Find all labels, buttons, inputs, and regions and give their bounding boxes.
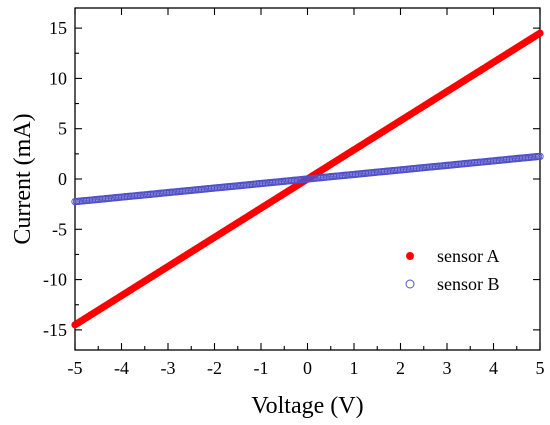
data-point-sensor-b	[536, 152, 544, 161]
y-tick-label: -15	[43, 320, 67, 340]
legend-marker-filled	[406, 252, 414, 260]
series-sensor-b	[71, 152, 544, 206]
legend-label: sensor A	[437, 246, 500, 266]
legend-item-sensor-b: sensor B	[405, 274, 500, 294]
x-axis-ticks: -5 -4 -3 -2 -1 0 1 2 3 4 5	[68, 8, 545, 378]
x-tick-label: -3	[161, 358, 176, 378]
x-tick-label: 4	[489, 358, 498, 378]
y-tick-label: 5	[58, 119, 67, 139]
series-sensor-a	[71, 29, 544, 329]
x-axis-label: Voltage (V)	[251, 393, 363, 419]
legend: sensor A sensor B	[405, 246, 500, 294]
legend-label: sensor B	[437, 274, 500, 294]
y-tick-label: -10	[43, 270, 67, 290]
legend-marker-open	[405, 279, 415, 289]
x-tick-label: -4	[114, 358, 129, 378]
y-tick-label: 15	[49, 18, 67, 38]
x-tick-label: 3	[443, 358, 452, 378]
x-tick-label: -5	[68, 358, 83, 378]
y-tick-label: -5	[52, 219, 67, 239]
x-tick-label: 5	[536, 358, 545, 378]
y-tick-label: 10	[49, 68, 67, 88]
x-tick-label: -1	[254, 358, 269, 378]
x-tick-label: 1	[350, 358, 359, 378]
y-axis-ticks: -15 -10 -5 0 5 10 15	[43, 18, 540, 340]
y-axis-label: Current (mA)	[10, 113, 36, 244]
data-point-sensor-a	[536, 29, 544, 37]
legend-item-sensor-a: sensor A	[406, 246, 500, 266]
x-tick-label: 0	[303, 358, 312, 378]
x-tick-label: -2	[207, 358, 222, 378]
x-tick-label: 2	[396, 358, 405, 378]
y-tick-label: 0	[58, 169, 67, 189]
